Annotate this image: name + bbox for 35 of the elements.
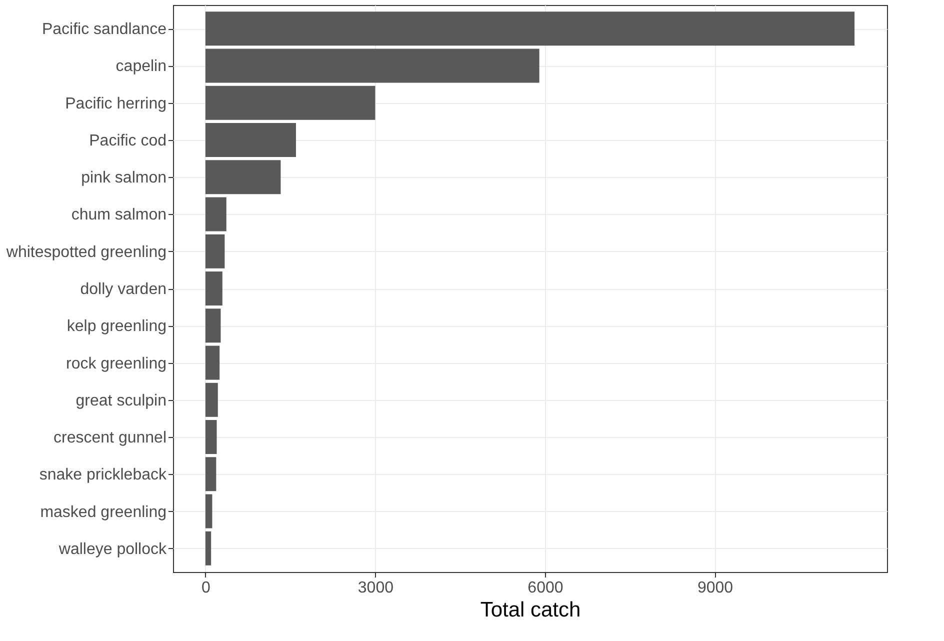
- y-tick-label: Pacific herring: [65, 95, 166, 112]
- bar: [205, 457, 216, 492]
- x-tick-label: 3000: [358, 580, 394, 596]
- bar: [205, 122, 296, 157]
- bar: [205, 382, 218, 417]
- bar: [205, 234, 225, 268]
- bar: [205, 160, 281, 194]
- y-tick-label: snake prickleback: [39, 466, 168, 484]
- y-tick-label: crescent gunnel: [54, 430, 166, 447]
- bar: [205, 346, 220, 380]
- bar: [205, 197, 226, 232]
- y-tick-label: rock greenling: [66, 355, 166, 372]
- bar: [205, 272, 222, 306]
- bar: [205, 494, 212, 528]
- y-tick-label: chum salmon: [71, 206, 166, 224]
- y-tick-label: Pacific cod: [89, 132, 166, 150]
- y-tick-label: Pacific sandlance: [42, 21, 167, 38]
- y-tick-label: whitespotted greenling: [5, 244, 166, 261]
- bar: [205, 308, 221, 343]
- x-axis-title: Total catch: [480, 598, 581, 622]
- y-tick-label: walleye pollock: [58, 540, 168, 558]
- y-tick-label: kelp greenling: [66, 318, 166, 336]
- x-tick-label: 0: [201, 580, 210, 596]
- y-tick-label: dolly varden: [80, 281, 166, 298]
- x-tick-label: 6000: [528, 580, 564, 596]
- bar: [205, 86, 376, 120]
- y-tick-label: great sculpin: [76, 392, 166, 410]
- bar: [205, 12, 855, 46]
- y-tick-label: pink salmon: [81, 170, 166, 187]
- y-tick-label: capelin: [116, 58, 166, 76]
- y-tick-label: masked greenling: [40, 504, 166, 521]
- bar: [205, 48, 540, 83]
- bar: [205, 420, 217, 454]
- bar: [205, 531, 212, 566]
- x-tick-label: 9000: [697, 580, 734, 596]
